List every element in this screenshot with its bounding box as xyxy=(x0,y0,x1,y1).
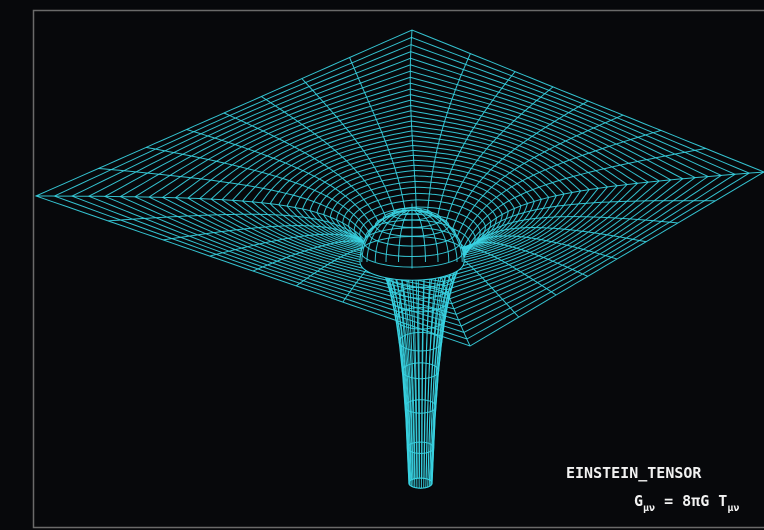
tensor-label: EINSTEIN_TENSOR xyxy=(566,464,702,482)
visualization: EINSTEIN_TENSOR Gμν = 8πG Tμν xyxy=(0,0,764,530)
equation-lhs: G xyxy=(634,492,643,510)
equation-rhs: = 8πG T xyxy=(655,492,727,510)
equation-rhs-sub: μν xyxy=(727,503,739,514)
equation-lhs-sub: μν xyxy=(643,503,655,514)
page: EINSTEIN_TENSOR Gμν = 8πG Tμν (() => { c… xyxy=(0,0,764,530)
